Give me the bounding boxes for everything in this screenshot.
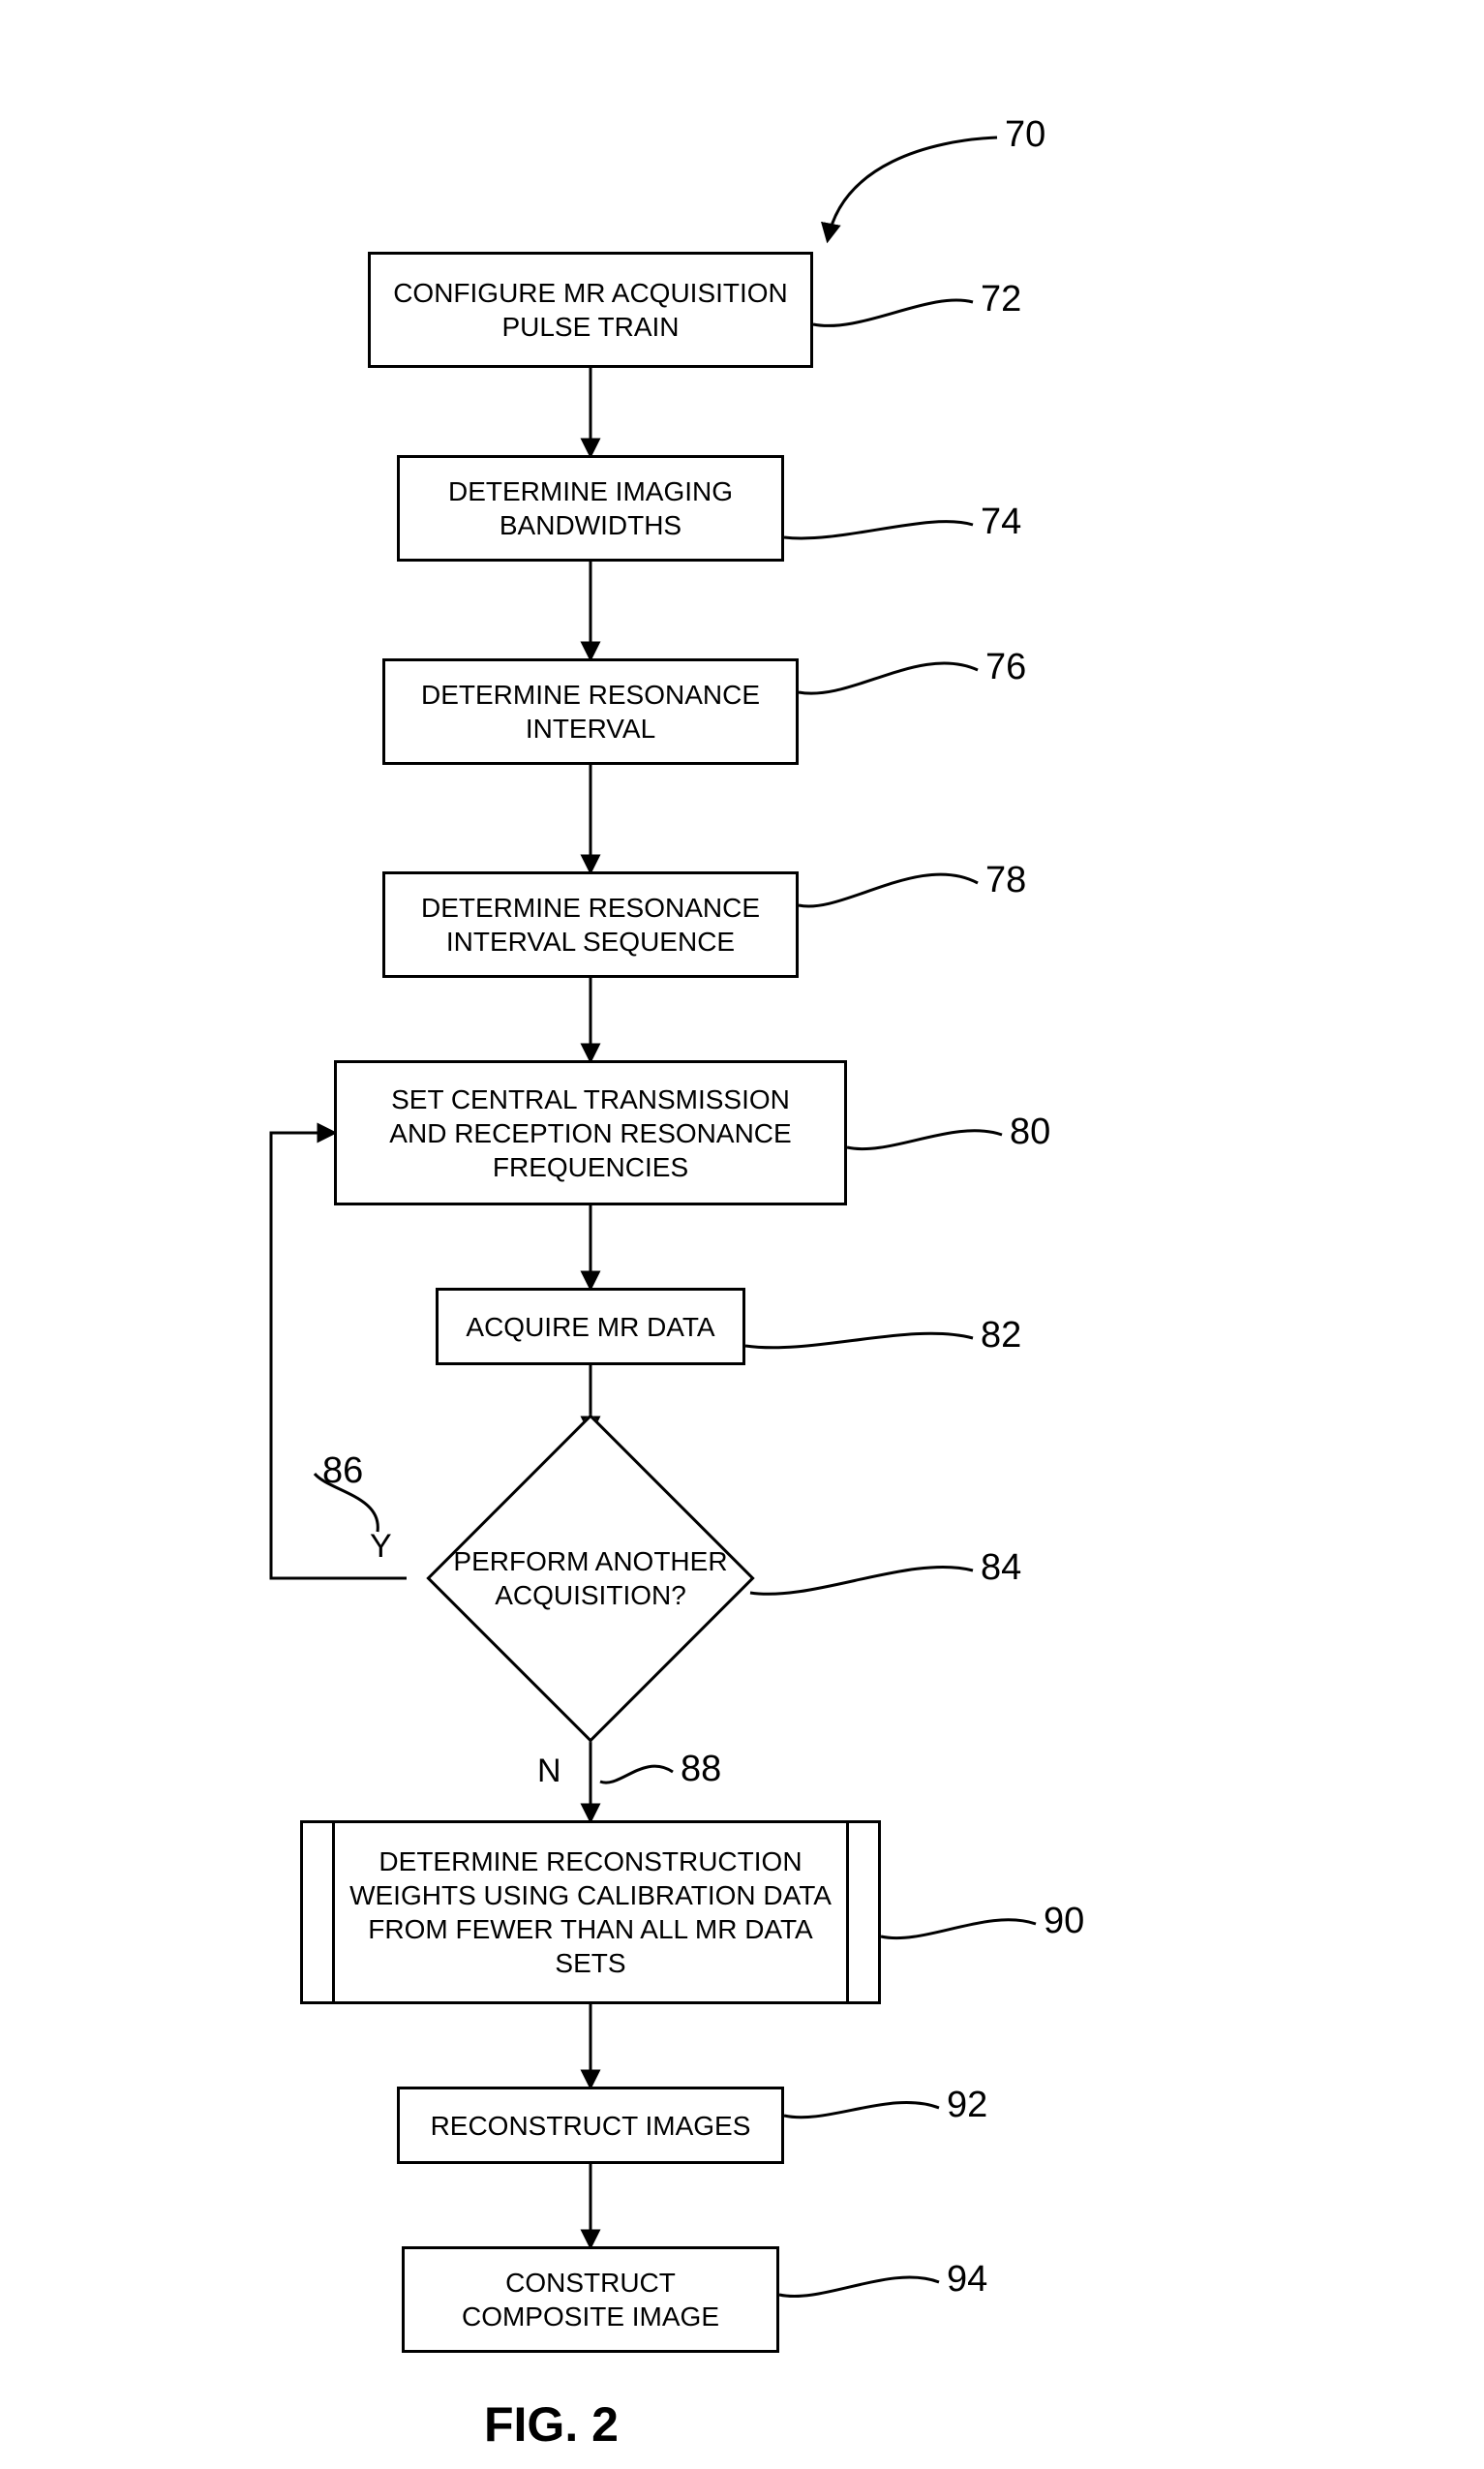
ref-leader-74: [784, 522, 973, 538]
ref-leader-82: [745, 1333, 973, 1348]
ref-leader-70: [828, 137, 997, 240]
flow-node-n80: SET CENTRAL TRANSMISSION AND RECEPTION R…: [334, 1060, 847, 1205]
ref-leader-76: [799, 663, 978, 693]
ref-leader-84: [750, 1567, 973, 1594]
flow-node-n76: DETERMINE RESONANCE INTERVAL: [382, 658, 799, 765]
ref-leader-80: [847, 1131, 1002, 1149]
flow-node-label: SET CENTRAL TRANSMISSION AND RECEPTION R…: [383, 1079, 797, 1188]
flow-node-label: DETERMINE IMAGING BANDWIDTHS: [442, 471, 739, 546]
ref-number-74: 74: [981, 502, 1021, 543]
ref-number-92: 92: [947, 2085, 987, 2126]
ref-leader-88: [600, 1766, 673, 1783]
ref-leader-90: [881, 1920, 1036, 1938]
flow-decision-n84: PERFORM ANOTHER ACQUISITION?: [407, 1433, 774, 1723]
ref-number-70: 70: [1005, 114, 1045, 156]
flow-node-label: DETERMINE RECONSTRUCTION WEIGHTS USING C…: [344, 1841, 837, 1984]
ref-number-86: 86: [322, 1450, 363, 1492]
ref-leader-92: [784, 2102, 939, 2117]
ref-number-88: 88: [681, 1749, 721, 1790]
ref-number-78: 78: [985, 860, 1026, 901]
ref-number-76: 76: [985, 647, 1026, 688]
flow-node-label: DETERMINE RESONANCE INTERVAL: [415, 674, 766, 749]
ref-number-84: 84: [981, 1547, 1021, 1589]
flow-node-label: CONSTRUCT COMPOSITE IMAGE: [456, 2262, 725, 2337]
flow-node-label: CONFIGURE MR ACQUISITION PULSE TRAIN: [387, 272, 794, 348]
ref-number-94: 94: [947, 2259, 987, 2301]
flow-node-n92: RECONSTRUCT IMAGES: [397, 2087, 784, 2164]
flow-node-n90: DETERMINE RECONSTRUCTION WEIGHTS USING C…: [300, 1820, 881, 2004]
flow-node-n78: DETERMINE RESONANCE INTERVAL SEQUENCE: [382, 871, 799, 978]
subprocess-bar-right: [846, 1823, 849, 2001]
ref-number-80: 80: [1010, 1112, 1050, 1153]
figure-label: FIG. 2: [484, 2396, 619, 2453]
flow-node-n72: CONFIGURE MR ACQUISITION PULSE TRAIN: [368, 252, 813, 368]
ref-number-90: 90: [1044, 1901, 1084, 1942]
branch-label-yes: Y: [370, 1528, 392, 1566]
flow-node-label: DETERMINE RESONANCE INTERVAL SEQUENCE: [415, 887, 766, 962]
decision-shape: [426, 1414, 754, 1742]
ref-leader-72: [813, 300, 973, 326]
ref-leader-94: [779, 2277, 939, 2297]
flow-node-n94: CONSTRUCT COMPOSITE IMAGE: [402, 2246, 779, 2353]
subprocess-bar-left: [332, 1823, 335, 2001]
ref-number-82: 82: [981, 1315, 1021, 1356]
flow-node-n82: ACQUIRE MR DATA: [436, 1288, 745, 1365]
ref-leader-78: [799, 874, 978, 906]
flow-node-n74: DETERMINE IMAGING BANDWIDTHS: [397, 455, 784, 562]
flow-node-label: RECONSTRUCT IMAGES: [425, 2105, 757, 2147]
flow-node-label: ACQUIRE MR DATA: [460, 1306, 720, 1348]
branch-label-no: N: [537, 1753, 561, 1790]
ref-number-72: 72: [981, 279, 1021, 320]
flowchart-stage: CONFIGURE MR ACQUISITION PULSE TRAIN DETE…: [0, 0, 1484, 2469]
